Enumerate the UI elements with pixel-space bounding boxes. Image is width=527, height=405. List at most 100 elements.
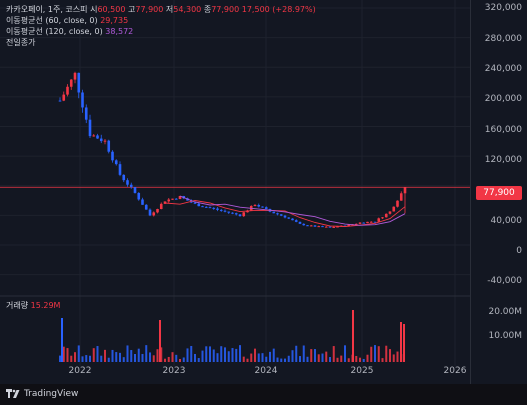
volume-bar	[59, 355, 61, 362]
open-label: 시	[90, 5, 98, 14]
candle-body	[399, 193, 403, 201]
ma120-row[interactable]: 이동평균선 (120, close, 0) 38,572	[6, 26, 316, 37]
time-axis[interactable]: 2022 2023 2024 2025 2026	[0, 366, 470, 380]
candle-body	[234, 213, 238, 215]
volume-bar	[385, 345, 388, 362]
volume-bar	[392, 354, 395, 362]
volume-bar	[190, 345, 193, 362]
price-tick: 320,000	[484, 3, 522, 13]
candle-body	[216, 208, 219, 210]
candle-body	[381, 217, 384, 219]
candle-body	[238, 214, 242, 217]
volume-label: 거래량	[6, 301, 29, 310]
volume-bar	[272, 348, 275, 362]
volume-bar	[62, 346, 65, 362]
volume-bar	[403, 324, 405, 362]
candle-body	[208, 207, 212, 209]
volume-bar	[160, 347, 163, 362]
volume-bar	[122, 357, 125, 362]
ma60-row[interactable]: 이동평균선 (60, close, 0) 29,735	[6, 15, 316, 26]
volume-bar	[126, 345, 129, 362]
candle-body	[264, 207, 268, 209]
volume-bar	[92, 348, 95, 362]
open-value: 60,500	[97, 5, 126, 14]
volume-bar	[152, 355, 155, 362]
candle-body	[317, 226, 321, 228]
prev-close-row[interactable]: 전일종가	[6, 37, 316, 48]
volume-bar	[130, 350, 133, 362]
volume-bar	[329, 357, 331, 362]
candle-body	[294, 220, 298, 222]
candle-body	[163, 201, 167, 204]
volume-legend[interactable]: 거래량 15.29M	[6, 300, 60, 311]
candle-body	[336, 226, 339, 228]
volume-bar	[115, 352, 118, 362]
low-value: 54,300	[173, 5, 202, 14]
candle-body	[96, 135, 99, 139]
time-tick: 2024	[254, 366, 278, 376]
volume-bar	[250, 353, 253, 362]
candle-body	[174, 198, 178, 200]
volume-bar	[235, 348, 238, 362]
tradingview-brand[interactable]: TradingView	[6, 389, 78, 399]
close-label: 종	[203, 5, 212, 14]
price-volume-chart[interactable]	[0, 0, 470, 384]
candle-body	[388, 211, 392, 214]
candle-body	[69, 79, 73, 87]
candle-body	[279, 214, 283, 216]
volume-bar	[265, 356, 268, 362]
candle-body	[144, 204, 148, 210]
candle-body	[156, 209, 159, 213]
candle-body	[99, 138, 103, 142]
candle-body	[84, 107, 88, 120]
candle-body	[141, 199, 144, 205]
volume-bar	[359, 357, 361, 362]
candle-body	[298, 221, 302, 224]
price-tick: 160,000	[484, 125, 522, 135]
candle-body	[313, 225, 317, 227]
volume-bar	[332, 346, 335, 362]
candle-body	[73, 72, 77, 80]
volume-bar	[212, 349, 215, 362]
candle-body	[287, 217, 291, 219]
volume-bar	[164, 358, 166, 362]
candle-body	[223, 210, 227, 212]
price-tick: 240,000	[484, 64, 522, 74]
candle-body	[171, 198, 174, 200]
candle-body	[114, 160, 118, 165]
candle-body	[111, 151, 114, 161]
volume-bar	[111, 349, 114, 362]
candle-body	[118, 164, 122, 175]
volume-bar	[299, 356, 301, 362]
volume-bar	[141, 353, 144, 362]
candle-body	[242, 212, 246, 217]
candle-body	[133, 187, 137, 193]
candle-body	[257, 205, 261, 207]
ma60-label: 이동평균선 (60, close, 0)	[6, 16, 98, 25]
candle-body	[204, 206, 208, 208]
price-tick: 280,000	[484, 34, 522, 44]
volume-value: 15.29M	[30, 301, 61, 310]
volume-bar	[85, 355, 88, 362]
candle-body	[126, 180, 129, 185]
candle-body	[373, 221, 377, 223]
volume-bar	[239, 345, 241, 362]
candle-body	[167, 199, 171, 202]
candle-body	[362, 222, 366, 224]
candle-body	[306, 225, 309, 227]
volume-bar	[96, 346, 99, 362]
candle-body	[103, 140, 107, 142]
candle-body	[178, 195, 182, 199]
price-tick: 0	[516, 246, 522, 256]
candle-body	[392, 206, 396, 212]
price-axis[interactable]: 320,000 280,000 240,000 200,000 160,000 …	[470, 0, 527, 405]
candle-body	[261, 206, 264, 208]
volume-bar	[231, 348, 234, 362]
volume-bar	[317, 354, 320, 362]
volume-bar	[119, 352, 121, 362]
volume-bar	[287, 355, 290, 362]
volume-bar	[347, 358, 350, 362]
candle-body	[88, 119, 92, 137]
ma60-line	[164, 200, 406, 227]
candle-body	[129, 184, 133, 188]
